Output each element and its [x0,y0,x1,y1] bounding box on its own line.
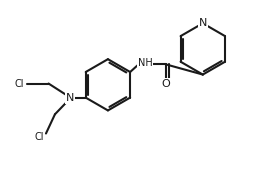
Text: N: N [199,18,207,28]
Text: NH: NH [138,58,152,68]
Text: O: O [161,78,170,89]
Text: Cl: Cl [14,78,24,89]
Text: Cl: Cl [34,132,43,142]
Text: N: N [66,93,74,103]
